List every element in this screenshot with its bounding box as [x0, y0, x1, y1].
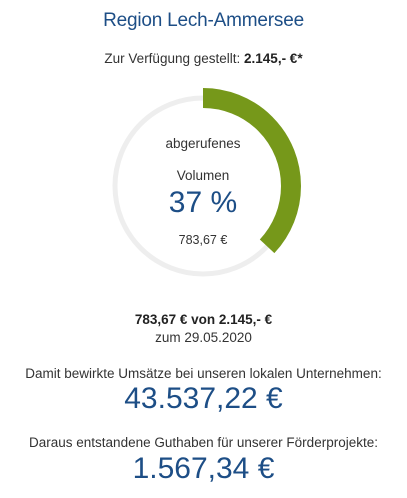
gauge-progress-arc — [105, 88, 301, 284]
revenue-value: 43.537,22 € — [124, 382, 283, 415]
available-label: Zur Verfügung gestellt: — [104, 51, 241, 66]
gauge-label-line1: abgerufenes — [165, 136, 241, 151]
credit-value: 1.567,34 € — [132, 452, 275, 485]
gauge-amount: 783,67 € — [178, 233, 228, 247]
page-title: Region Lech-Ammersee — [103, 10, 304, 31]
credit-label: Daraus entstandene Guthaben für unserer … — [29, 435, 378, 450]
gauge-percent: 37 % — [168, 186, 238, 219]
available-budget: Zur Verfügung gestellt: 2.145,- €* — [0, 51, 407, 66]
gauge-label-line2: Volumen — [176, 168, 230, 183]
gauge-ring — [105, 88, 301, 284]
revenue-label: Damit bewirkte Umsätze bei unseren lokal… — [25, 366, 382, 381]
volume-gauge: abgerufenes Volumen 37 % 783,67 € — [105, 88, 301, 284]
progress-summary: 783,67 € von 2.145,- € — [134, 312, 273, 327]
available-value: 2.145,- €* — [244, 51, 303, 66]
progress-date: zum 29.05.2020 — [155, 330, 252, 345]
